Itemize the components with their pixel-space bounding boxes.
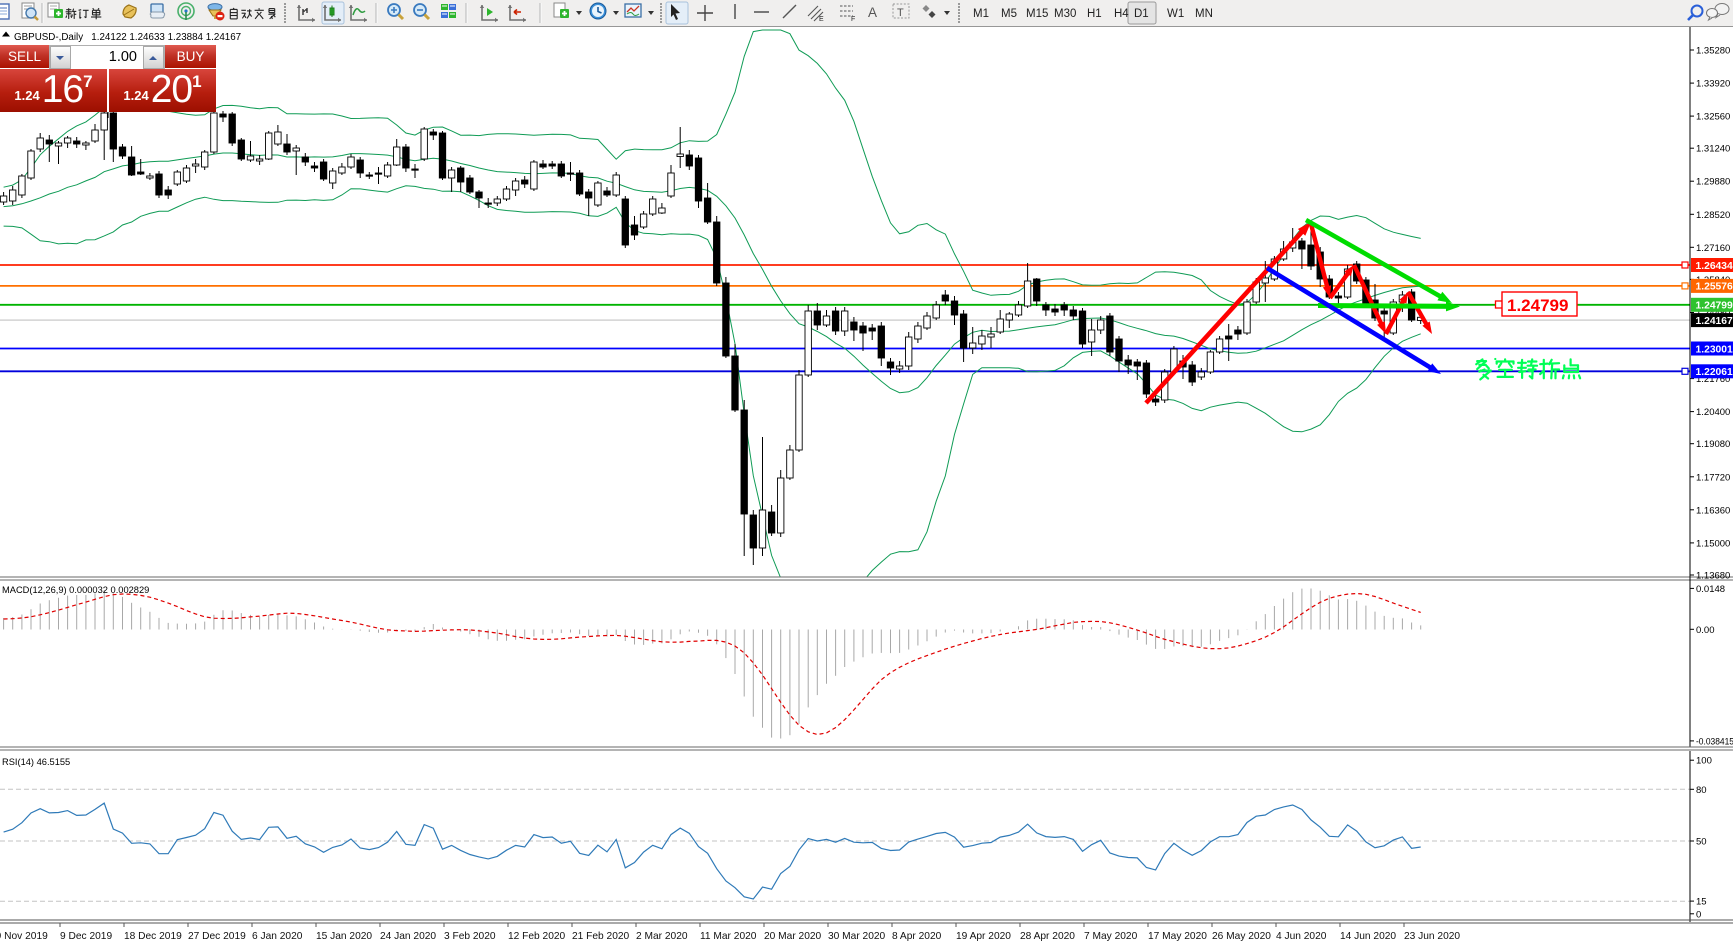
svg-text:-0.038415: -0.038415 [1696, 736, 1733, 747]
svg-text:1.13680: 1.13680 [1696, 571, 1730, 582]
svg-text:1.29880: 1.29880 [1696, 177, 1730, 188]
svg-text:1.22061: 1.22061 [1696, 367, 1733, 378]
svg-text:15 Jan 2020: 15 Jan 2020 [316, 931, 372, 942]
svg-text:MACD(12,26,9) 0.000032 0.00282: MACD(12,26,9) 0.000032 0.002829 [2, 585, 149, 595]
svg-text:100: 100 [1696, 756, 1712, 767]
svg-text:T: T [897, 7, 904, 19]
svg-text:1.17720: 1.17720 [1696, 472, 1730, 483]
svg-text:1.24799: 1.24799 [1507, 296, 1568, 315]
svg-text:21 Feb 2020: 21 Feb 2020 [572, 931, 630, 942]
svg-text:29 Nov 2019: 29 Nov 2019 [0, 931, 48, 942]
svg-text:2 Mar 2020: 2 Mar 2020 [636, 931, 688, 942]
svg-text:E: E [819, 16, 824, 23]
svg-text:50: 50 [1696, 837, 1707, 848]
svg-text:1.24799: 1.24799 [1696, 301, 1733, 312]
svg-text:M5: M5 [1001, 8, 1017, 20]
svg-text:15: 15 [1696, 897, 1707, 908]
svg-text:14 Jun 2020: 14 Jun 2020 [1340, 931, 1396, 942]
svg-text:RSI(14) 46.5155: RSI(14) 46.5155 [2, 757, 70, 767]
svg-text:3 Feb 2020: 3 Feb 2020 [444, 931, 496, 942]
svg-text:H1: H1 [1087, 8, 1102, 20]
svg-text:27 Dec 2019: 27 Dec 2019 [188, 931, 246, 942]
svg-text:11 Mar 2020: 11 Mar 2020 [700, 931, 757, 942]
svg-text:0.0148: 0.0148 [1696, 584, 1725, 595]
svg-text:20 Mar 2020: 20 Mar 2020 [764, 931, 822, 942]
svg-text:12 Feb 2020: 12 Feb 2020 [508, 931, 566, 942]
svg-text:1.31240: 1.31240 [1696, 144, 1730, 155]
svg-text:1.15000: 1.15000 [1696, 538, 1730, 549]
svg-text:1.27160: 1.27160 [1696, 243, 1730, 254]
svg-text:1.28520: 1.28520 [1696, 210, 1730, 221]
svg-text:M30: M30 [1054, 8, 1076, 20]
svg-text:0: 0 [1696, 909, 1701, 920]
svg-text:F: F [851, 16, 855, 23]
svg-text:17 May 2020: 17 May 2020 [1148, 931, 1207, 942]
svg-text:8 Apr 2020: 8 Apr 2020 [892, 931, 942, 942]
svg-text:1.19080: 1.19080 [1696, 439, 1730, 450]
svg-text:18 Dec 2019: 18 Dec 2019 [124, 931, 182, 942]
svg-text:M1: M1 [973, 8, 989, 20]
svg-text:23 Jun 2020: 23 Jun 2020 [1404, 931, 1460, 942]
svg-text:9 Dec 2019: 9 Dec 2019 [60, 931, 112, 942]
svg-text:1.20400: 1.20400 [1696, 407, 1730, 418]
svg-text:1.25576: 1.25576 [1696, 282, 1733, 293]
svg-text:1.23001: 1.23001 [1696, 344, 1733, 355]
svg-text:19 Apr 2020: 19 Apr 2020 [956, 931, 1011, 942]
svg-text:1.35280: 1.35280 [1696, 46, 1730, 57]
svg-text:1.33920: 1.33920 [1696, 79, 1730, 90]
svg-text:1.26434: 1.26434 [1696, 261, 1733, 272]
svg-text:28 Apr 2020: 28 Apr 2020 [1020, 931, 1075, 942]
svg-text:24 Jan 2020: 24 Jan 2020 [380, 931, 436, 942]
svg-text:6 Jan 2020: 6 Jan 2020 [252, 931, 303, 942]
svg-text:1.21760: 1.21760 [1696, 374, 1730, 385]
svg-text:1.32560: 1.32560 [1696, 112, 1730, 123]
svg-text:W1: W1 [1167, 8, 1184, 20]
svg-text:MN: MN [1195, 8, 1213, 20]
svg-text:1.24167: 1.24167 [1696, 316, 1733, 327]
svg-text:H4: H4 [1114, 8, 1129, 20]
svg-text:GBPUSD-,Daily 1.24122 1.2463: GBPUSD-,Daily 1.24122 1.24633 1.23884 1.… [14, 32, 241, 43]
svg-text:7 May 2020: 7 May 2020 [1084, 931, 1138, 942]
svg-text:30 Mar 2020: 30 Mar 2020 [828, 931, 886, 942]
svg-text:80: 80 [1696, 785, 1707, 796]
svg-text:M15: M15 [1026, 8, 1048, 20]
svg-text:D1: D1 [1134, 8, 1149, 20]
svg-text:1.16360: 1.16360 [1696, 505, 1730, 516]
svg-text:A: A [868, 5, 877, 20]
svg-text:T: T [104, 106, 112, 121]
svg-text:0.00: 0.00 [1696, 625, 1715, 636]
svg-text:4 Jun 2020: 4 Jun 2020 [1276, 931, 1327, 942]
svg-text:26 May 2020: 26 May 2020 [1212, 931, 1271, 942]
